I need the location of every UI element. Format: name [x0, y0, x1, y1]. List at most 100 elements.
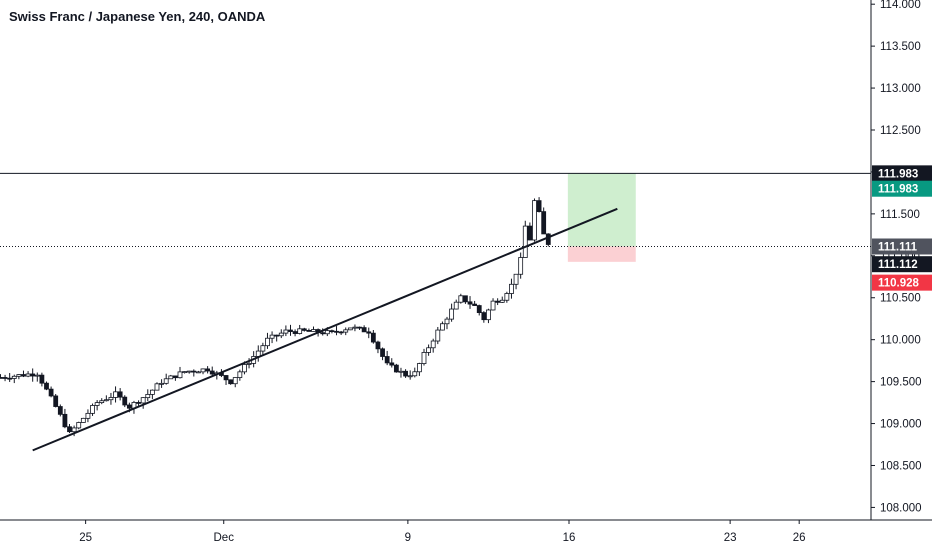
- candle: [172, 375, 178, 381]
- candle: [495, 298, 501, 306]
- candle: [541, 207, 547, 235]
- candle: [209, 366, 215, 377]
- candle: [311, 326, 316, 332]
- candle: [76, 421, 82, 430]
- candle: [99, 398, 105, 405]
- price-tick-label: 108.500: [880, 460, 922, 472]
- candle: [16, 374, 22, 380]
- price-badge-label: 111.111: [878, 241, 918, 253]
- candle: [57, 404, 63, 417]
- candle: [453, 299, 459, 310]
- time-tick-label: 26: [793, 532, 806, 544]
- candle: [154, 382, 160, 391]
- candle: [375, 340, 381, 354]
- candle: [21, 370, 26, 378]
- candle: [223, 375, 229, 385]
- candle: [481, 311, 487, 323]
- price-badge-label: 111.983: [878, 184, 918, 196]
- candle: [527, 222, 533, 241]
- loss-zone[interactable]: [567, 246, 636, 262]
- candle: [145, 389, 151, 402]
- candle: [421, 348, 427, 366]
- candle: [366, 327, 372, 339]
- time-axis[interactable]: 25 Dec 9 16 23 26: [79, 520, 806, 544]
- price-badge-label: 110.928: [878, 278, 920, 290]
- candle: [380, 347, 385, 361]
- price-tick-label: 109.000: [880, 419, 922, 431]
- price-tick-label: 112.500: [880, 125, 921, 137]
- price-tick-label: 113.000: [880, 83, 921, 95]
- candle: [426, 344, 431, 356]
- candle: [94, 400, 100, 411]
- candle: [490, 298, 496, 311]
- candle: [269, 331, 275, 344]
- candle: [435, 326, 441, 345]
- position-zones: [567, 173, 636, 262]
- candle: [393, 363, 399, 373]
- candle: [522, 220, 528, 258]
- candle: [177, 366, 183, 379]
- candle: [108, 392, 114, 405]
- trendline[interactable]: [32, 207, 618, 452]
- time-tick-label: 16: [563, 532, 576, 544]
- candle: [398, 367, 404, 378]
- candle: [504, 291, 510, 303]
- candle: [467, 296, 473, 309]
- price-tick-label: 110.500: [880, 293, 921, 305]
- candle: [513, 273, 519, 290]
- candle: [149, 389, 155, 400]
- candle: [200, 368, 206, 375]
- candle: [80, 417, 86, 423]
- candle: [361, 325, 367, 333]
- candle: [389, 358, 395, 368]
- trendline-group: [32, 207, 618, 452]
- price-badge: 111.983: [872, 180, 932, 197]
- price-badge-label: 111.112: [878, 259, 918, 271]
- candle: [278, 329, 284, 339]
- horizontal-lines: [0, 172, 871, 247]
- candle: [412, 367, 418, 378]
- candle: [430, 338, 436, 353]
- candle: [182, 371, 188, 374]
- candle: [283, 325, 289, 337]
- price-tick-label: 111.500: [880, 209, 920, 221]
- candle: [338, 330, 344, 335]
- price-tick-label: 108.000: [880, 502, 922, 514]
- candle: [407, 370, 413, 380]
- candle: [159, 379, 164, 388]
- candle: [85, 409, 91, 423]
- candle: [122, 395, 128, 408]
- candle: [48, 386, 54, 398]
- candle: [11, 374, 17, 384]
- candle: [260, 342, 266, 356]
- candle: [67, 424, 72, 434]
- time-tick-label: 23: [724, 532, 737, 544]
- candle: [292, 329, 298, 337]
- time-tick-label: 25: [79, 532, 92, 544]
- price-badges: 111.983 111.983 111.111 111.112 110.928: [872, 165, 932, 291]
- candle: [536, 197, 542, 213]
- candle: [509, 278, 514, 299]
- candle: [265, 332, 270, 349]
- price-badge: 111.111: [872, 238, 932, 255]
- candle: [306, 328, 312, 332]
- candle: [274, 334, 280, 342]
- candle: [90, 403, 95, 416]
- candle: [246, 358, 252, 369]
- candle: [205, 366, 211, 374]
- candle: [71, 425, 77, 437]
- candle: [384, 350, 390, 366]
- candle: [30, 368, 36, 382]
- candle: [25, 371, 31, 378]
- candle: [228, 379, 234, 385]
- candle: [44, 381, 49, 391]
- candle: [545, 233, 551, 247]
- candle: [34, 372, 40, 382]
- candle: [53, 394, 59, 408]
- candle: [347, 327, 353, 331]
- price-badge-label: 111.983: [878, 168, 918, 180]
- candle: [329, 329, 335, 334]
- profit-zone[interactable]: [567, 173, 636, 247]
- candles: [0, 197, 551, 437]
